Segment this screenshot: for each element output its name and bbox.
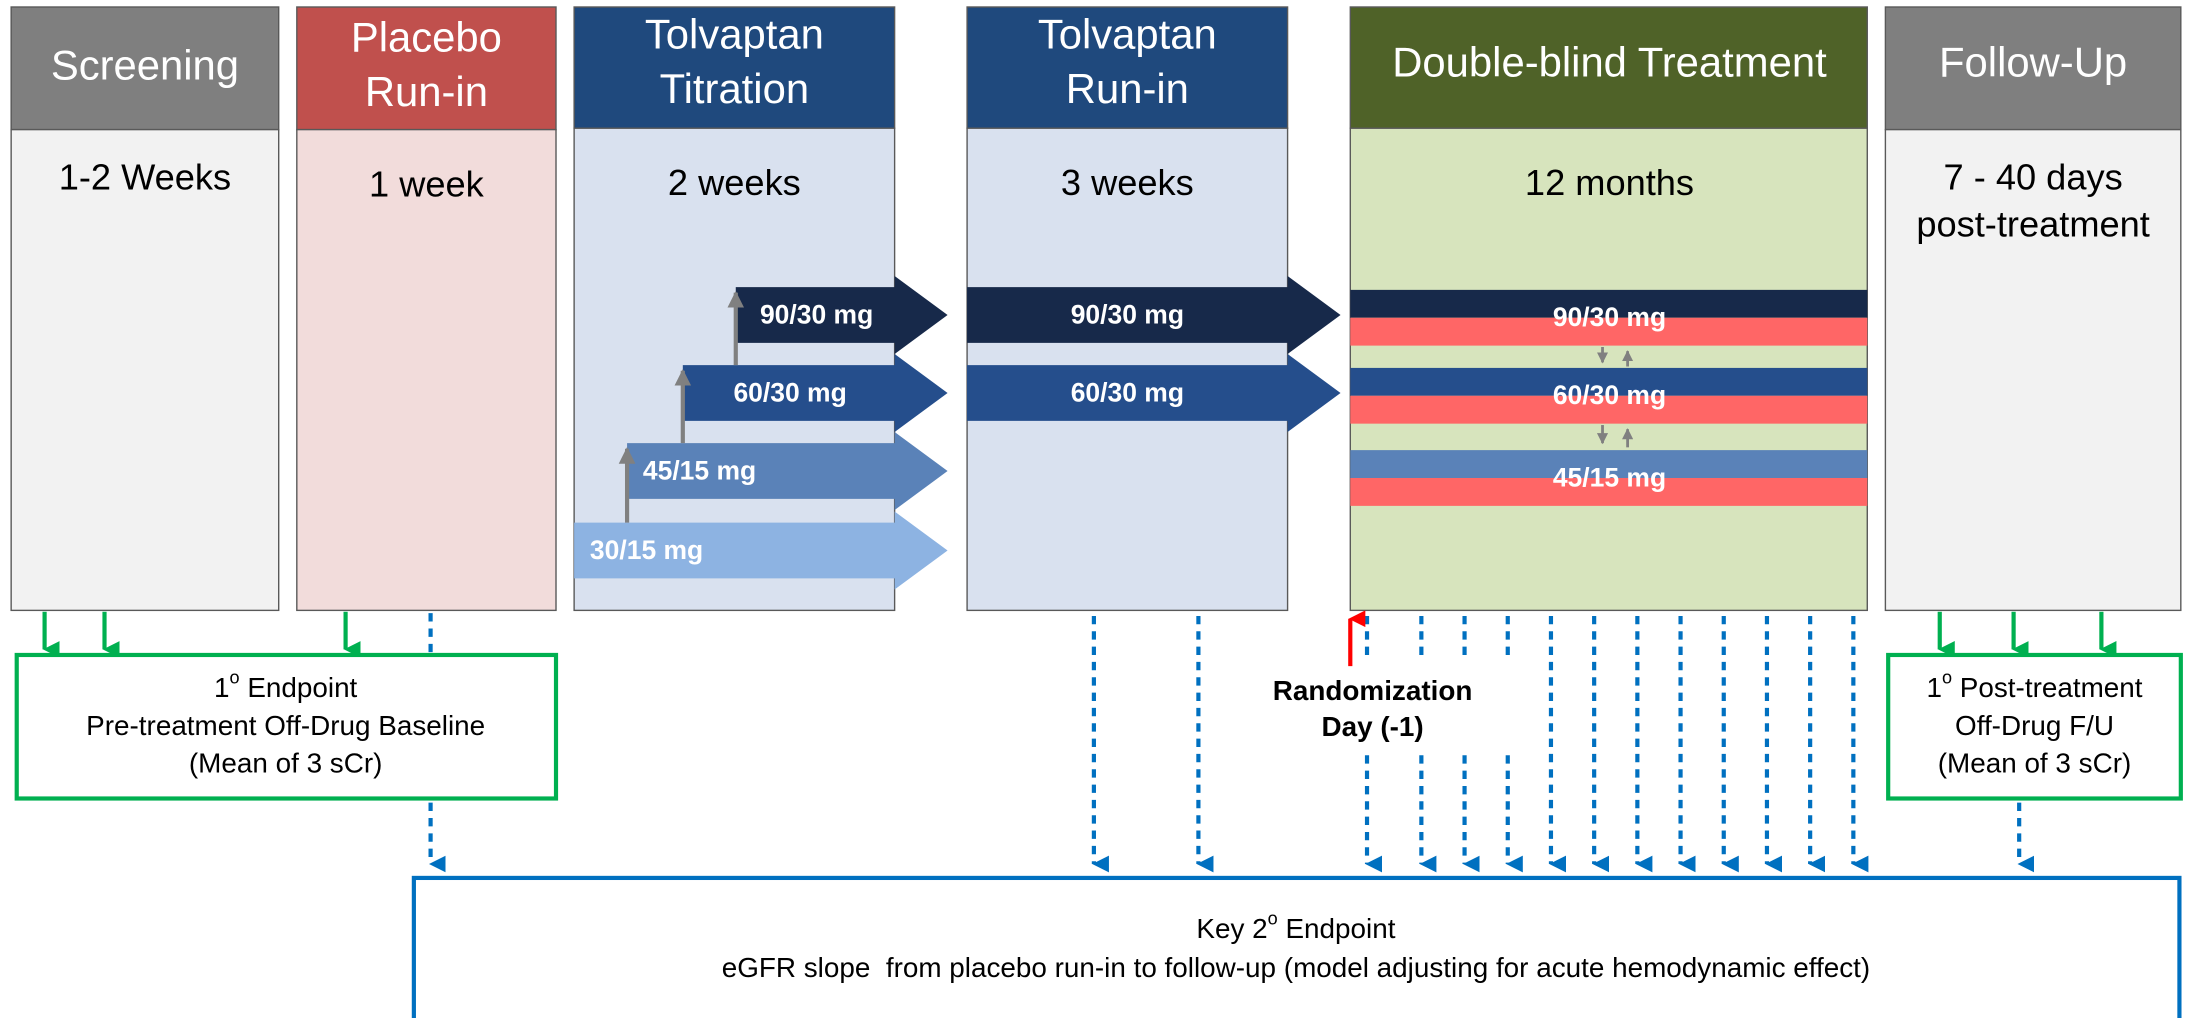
phase-title: Tolvaptan bbox=[1038, 11, 1217, 58]
dose-arrow bbox=[735, 275, 948, 354]
superscript: o bbox=[230, 667, 240, 687]
phase-title: Double-blind Treatment bbox=[1392, 39, 1827, 86]
treatment-bands: 90/30 mg 60/30 mg 45/15 mg bbox=[1350, 289, 1868, 506]
placebo-band bbox=[1350, 477, 1868, 506]
dose-arrow bbox=[574, 511, 948, 590]
endpoint-box bbox=[14, 652, 559, 801]
primary-endpoint: 1o Endpoint Pre-treatment Off-Drug Basel… bbox=[14, 652, 559, 801]
superscript: o bbox=[1268, 909, 1278, 929]
endpoint-line: Pre-treatment Off-Drug Baseline bbox=[86, 710, 485, 741]
endpoint-line: (Mean of 3 sCr) bbox=[1938, 747, 2132, 778]
dose-arrow bbox=[682, 353, 948, 433]
endpoint-line: eGFR slope from placebo run-in to follow… bbox=[722, 952, 1870, 983]
phase-header bbox=[10, 6, 280, 131]
dose-label: 60/30 mg bbox=[733, 377, 846, 407]
randomization-label: Day (-1) bbox=[1321, 711, 1423, 742]
phase-title: Run-in bbox=[1066, 65, 1189, 112]
runin-arrows: 90/30 mg 60/30 mg bbox=[967, 275, 1341, 433]
arrows bbox=[42, 611, 2117, 873]
text: Endpoint bbox=[240, 672, 358, 703]
phase-placebo: Placebo Run-in 1 week bbox=[296, 6, 557, 612]
phase-title: Follow-Up bbox=[1939, 39, 2127, 86]
dose-label: 90/30 mg bbox=[1553, 302, 1666, 332]
phase-duration: 3 weeks bbox=[1061, 162, 1194, 203]
endpoint-box bbox=[1886, 652, 2183, 801]
dose-label: 60/30 mg bbox=[1071, 377, 1184, 407]
text: 1 bbox=[1926, 672, 1942, 703]
phase-title: Tolvaptan bbox=[645, 11, 824, 58]
phase-header bbox=[966, 6, 1289, 129]
dose-band bbox=[1350, 289, 1868, 318]
phase-title: Titration bbox=[660, 65, 809, 112]
dose-arrow bbox=[627, 432, 948, 511]
text: 1 bbox=[214, 672, 229, 703]
dose-band bbox=[1350, 450, 1868, 478]
superscript: o bbox=[1942, 667, 1952, 687]
phase-screening: Screening 1-2 Weeks bbox=[10, 6, 280, 612]
phase-header bbox=[573, 6, 896, 129]
dose-label: 90/30 mg bbox=[1071, 299, 1184, 329]
key-endpoint: Key 2o Endpoint eGFR slope from placebo … bbox=[411, 875, 2182, 1018]
text: Endpoint bbox=[1278, 913, 1396, 944]
phase-header bbox=[296, 6, 557, 131]
phase-duration: 2 weeks bbox=[668, 162, 801, 203]
dose-label: 60/30 mg bbox=[1553, 380, 1666, 410]
dose-label: 45/15 mg bbox=[1553, 462, 1666, 492]
phase-title: Run-in bbox=[365, 68, 488, 115]
text: Key 2 bbox=[1196, 913, 1267, 944]
phase-title: Placebo bbox=[351, 13, 502, 60]
phase-header bbox=[1884, 6, 2182, 131]
followup-endpoint: 1o Post-treatment Off-Drug F/U (Mean of … bbox=[1886, 652, 2183, 801]
endpoint-title: Key 2o Endpoint bbox=[1196, 909, 1395, 945]
dose-band bbox=[1350, 367, 1868, 396]
phase-duration: post-treatment bbox=[1916, 204, 2150, 245]
dose-label: 90/30 mg bbox=[760, 299, 873, 329]
endpoint-title: 1o Endpoint bbox=[214, 667, 358, 703]
endpoint-title: 1o Post-treatment bbox=[1926, 667, 2142, 703]
endpoint-box bbox=[411, 875, 2182, 1018]
phase-title: Screening bbox=[51, 41, 239, 88]
dose-arrow bbox=[967, 275, 1341, 354]
endpoint-line: (Mean of 3 sCr) bbox=[189, 747, 383, 778]
phase-body bbox=[296, 128, 557, 612]
dose-arrow bbox=[967, 353, 1341, 433]
endpoint-line: Off-Drug F/U bbox=[1955, 710, 2114, 741]
phase-body bbox=[1884, 128, 2182, 612]
dose-label: 45/15 mg bbox=[643, 455, 756, 485]
titration-arrows: 90/30 mg 60/30 mg 45/15 mg 30/15 mg bbox=[574, 275, 948, 590]
randomization: Randomization Day (-1) bbox=[1273, 610, 1473, 742]
phase-body bbox=[10, 128, 280, 612]
text: Post-treatment bbox=[1952, 672, 2143, 703]
placebo-band bbox=[1350, 395, 1868, 424]
randomization-label: Randomization bbox=[1273, 675, 1473, 706]
phase-header bbox=[1349, 6, 1868, 129]
placebo-band bbox=[1350, 317, 1868, 346]
dose-label: 30/15 mg bbox=[590, 535, 703, 565]
phase-duration: 7 - 40 days bbox=[1944, 156, 2123, 197]
phase-duration: 1 week bbox=[369, 163, 485, 204]
phase-followup: Follow-Up 7 - 40 days post-treatment bbox=[1884, 6, 2182, 612]
phase-duration: 1-2 Weeks bbox=[59, 156, 231, 197]
phase-duration: 12 months bbox=[1525, 162, 1694, 203]
